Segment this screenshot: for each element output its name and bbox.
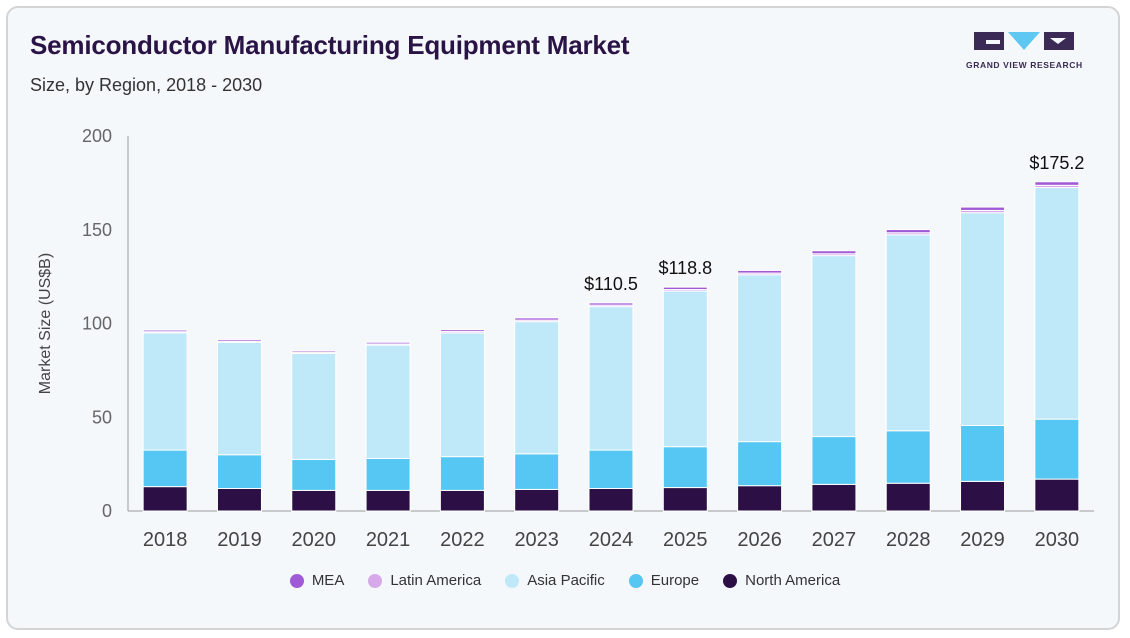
bar-segment	[588, 449, 634, 489]
bar-segment	[662, 286, 708, 291]
x-tick-label: 2021	[366, 529, 411, 551]
x-tick-label: 2020	[292, 529, 337, 551]
x-tick-label: 2025	[663, 529, 708, 551]
legend-label: MEA	[311, 572, 345, 589]
bar-segment	[291, 350, 337, 354]
bar-segment	[737, 441, 783, 487]
brand-logo: GRAND VIEW RESEARCH	[966, 30, 1082, 74]
legend-label: Asia Pacific	[527, 572, 605, 589]
y-tick-label: 0	[102, 501, 112, 521]
legend-swatch	[723, 573, 738, 588]
x-tick-label: 2027	[812, 529, 857, 551]
x-tick-label: 2024	[589, 529, 634, 551]
bar-segment	[588, 488, 634, 512]
bar-segment	[291, 489, 337, 512]
data-label: $110.5	[584, 274, 638, 294]
bar-segment	[142, 486, 188, 512]
y-axis-title: Market Size (US$B)	[37, 253, 54, 394]
bar-segment	[1034, 181, 1080, 186]
legend-swatch	[505, 573, 520, 588]
bar-segment	[960, 480, 1006, 512]
bar-segment	[960, 425, 1006, 482]
bar-segment	[216, 488, 262, 512]
bar-segment	[291, 353, 337, 460]
bar-segment	[1034, 187, 1080, 420]
x-tick-label: 2022	[440, 529, 485, 551]
chart-legend: MEA Latin America Asia Pacific Europe North …	[0, 572, 1130, 589]
bar-segment	[662, 487, 708, 512]
bar-segment	[811, 436, 857, 485]
chart-card	[6, 6, 1120, 630]
x-tick-label: 2018	[143, 529, 188, 551]
x-tick-label: 2030	[1035, 529, 1080, 551]
data-label: $118.8	[658, 258, 712, 278]
legend-item: Latin America	[368, 572, 481, 589]
legend-swatch	[289, 573, 304, 588]
chart-subtitle: Size, by Region, 2018 - 2030	[30, 75, 263, 95]
bar-segment	[216, 341, 262, 456]
legend-item: Europe	[628, 572, 700, 589]
x-tick-label: 2026	[737, 529, 782, 551]
bar-segment	[439, 489, 485, 512]
chart-title: Semiconductor Manufacturing Equipment Ma…	[30, 30, 630, 60]
bar-segment	[811, 483, 857, 512]
bar-segment	[216, 338, 262, 342]
x-tick-label: 2019	[217, 529, 262, 551]
bar-segment	[737, 269, 783, 274]
bar-segment	[142, 449, 188, 488]
legend-swatch	[628, 573, 643, 588]
bar-segment	[439, 456, 485, 491]
bar-segment	[514, 453, 560, 490]
legend-label: Europe	[650, 572, 700, 589]
bar-segment	[365, 489, 411, 512]
bar-segment	[885, 430, 931, 484]
bar-segment	[588, 306, 634, 451]
legend-item: Asia Pacific	[505, 572, 605, 589]
y-tick-label: 150	[82, 220, 112, 240]
bar-segment	[662, 290, 708, 448]
brand-logo-text: GRAND VIEW RESEARCH	[966, 60, 1083, 70]
bar-segment	[365, 344, 411, 459]
bar-segment	[885, 482, 931, 512]
y-tick-label: 50	[92, 407, 112, 427]
bar-segment	[960, 206, 1006, 211]
bar-segment	[142, 329, 188, 333]
bar-segment	[514, 488, 560, 512]
bar-segment	[439, 329, 485, 333]
bar-segment	[588, 302, 634, 306]
bar-segment	[737, 485, 783, 512]
x-tick-label: 2029	[960, 529, 1005, 551]
legend-label: Latin America	[390, 572, 482, 589]
bar-segment	[960, 212, 1006, 426]
legend-item: North America	[723, 572, 840, 589]
bar-segment	[1034, 418, 1080, 480]
bar-segment	[365, 341, 411, 345]
legend-item: MEA	[289, 572, 345, 589]
bar-segment	[1034, 478, 1080, 512]
brand-logo-icon	[974, 32, 1074, 50]
bar-segment	[365, 458, 411, 491]
bar-segment	[439, 332, 485, 458]
bar-segment	[885, 234, 931, 432]
bar-segment	[142, 332, 188, 451]
bar-segment	[662, 446, 708, 489]
bar-segment	[216, 454, 262, 489]
y-tick-label: 200	[82, 126, 112, 146]
y-tick-label: 100	[82, 314, 112, 334]
data-label: $175.2	[1029, 153, 1084, 173]
bar-segment	[514, 317, 560, 321]
legend-label: North America	[745, 572, 841, 589]
bar-segment	[811, 255, 857, 438]
bar-segment	[811, 250, 857, 255]
bar-segment	[291, 458, 337, 491]
legend-swatch	[368, 573, 383, 588]
x-tick-label: 2028	[886, 529, 931, 551]
bar-segment	[885, 229, 931, 234]
bar-segment	[737, 274, 783, 443]
bar-segment	[514, 321, 560, 455]
x-tick-label: 2023	[514, 529, 559, 551]
